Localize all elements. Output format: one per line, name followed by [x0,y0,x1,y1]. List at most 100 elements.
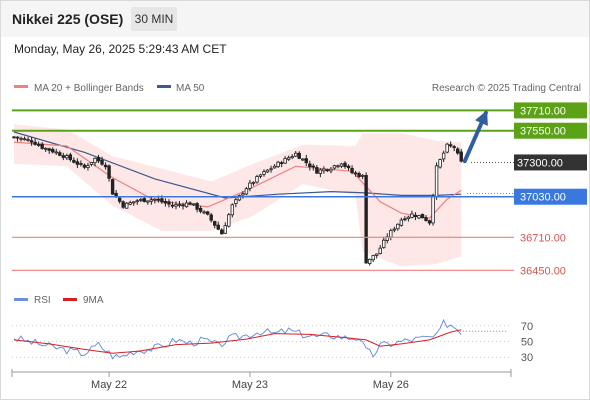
candle-body [22,138,27,141]
header-bar: Nikkei 225 (OSE) 30 MIN [1,1,589,37]
candle-body [258,174,263,177]
candle [434,162,439,200]
candle [357,171,361,178]
candle-body [205,211,210,215]
candle [396,223,400,231]
candle [294,151,298,158]
candle-body [19,137,23,140]
candle-body [322,168,326,172]
candle-body [58,152,62,156]
candle [290,154,294,160]
candle-body [445,143,449,153]
candle-body [230,204,235,216]
candle-body [455,148,460,154]
candle-body [452,146,456,149]
candle [75,158,80,169]
rsi-line [13,318,462,360]
candle [339,162,344,169]
candle [301,158,305,162]
bollinger-band-fill [14,124,462,267]
rsi-pane: 70 50 30 [12,318,533,364]
rsi-ma-legend-swatch [63,298,77,301]
resistance-tag [514,102,587,119]
candle-body [343,162,347,167]
candle-body [269,168,273,171]
pivot-label: 37030.00 [520,192,566,204]
instrument-title: Nikkei 225 (OSE) [12,11,124,27]
last-price-label: 37300.00 [517,157,563,169]
candle [36,141,41,147]
last-price-tag [514,154,587,171]
candle [318,168,323,178]
candle-body [248,182,252,189]
candle-body [100,159,104,165]
candle-body [459,151,463,162]
candle [146,200,150,205]
candle [51,147,55,154]
candle [406,215,411,222]
candle-body [43,147,48,150]
candle-body [262,171,266,175]
candle [420,213,425,219]
candle-body [318,169,323,174]
candle-body [375,253,379,256]
candle-body [51,148,55,153]
candle-body [251,181,256,184]
candle-body [33,141,37,145]
candle-body [177,204,182,206]
candle-body [244,188,249,195]
candle-body [325,169,330,172]
candle [343,161,347,169]
candle [445,142,449,154]
candle [54,148,58,155]
candle-body [167,201,171,205]
candle-body [146,200,150,203]
candle [431,193,435,226]
candle-body [441,152,446,160]
candle [227,213,231,228]
candle [139,197,143,203]
support-label: 36450.00 [520,265,566,277]
candle-body [448,144,453,147]
candle-body [378,247,382,254]
candle-body [216,224,220,230]
candle-body [396,223,400,230]
candle [205,210,210,216]
candle [22,136,27,141]
candle [382,236,386,249]
candle-body [26,139,30,141]
candle [202,210,206,215]
candle [392,226,397,233]
candle-body [160,198,164,203]
candle [19,136,23,142]
candle-body [170,204,175,207]
candle-body [311,165,316,168]
candle-body [68,154,73,161]
candle [308,160,312,171]
candle-body [427,220,432,224]
candle [244,187,249,196]
candle-body [89,162,94,165]
ma50-legend-swatch [157,85,171,88]
candle-body [329,168,333,172]
candle [315,164,319,174]
candle-body [304,158,308,164]
candle [438,158,442,169]
candle [117,196,122,204]
candle-body [195,203,199,210]
candle [195,202,199,213]
candle [353,170,358,177]
candle [191,203,196,207]
candle-body [149,199,154,202]
candle [297,151,301,160]
candle-body [438,159,442,168]
candle [230,203,235,218]
candle [142,197,146,203]
candle [47,147,51,154]
resistance-label: 37550.00 [520,126,566,138]
timeframe-button[interactable]: 30 MIN [131,7,177,31]
x-tick-label: May 23 [232,379,268,391]
candle-body [420,213,425,219]
candle [128,200,132,206]
candle-body [241,193,245,196]
